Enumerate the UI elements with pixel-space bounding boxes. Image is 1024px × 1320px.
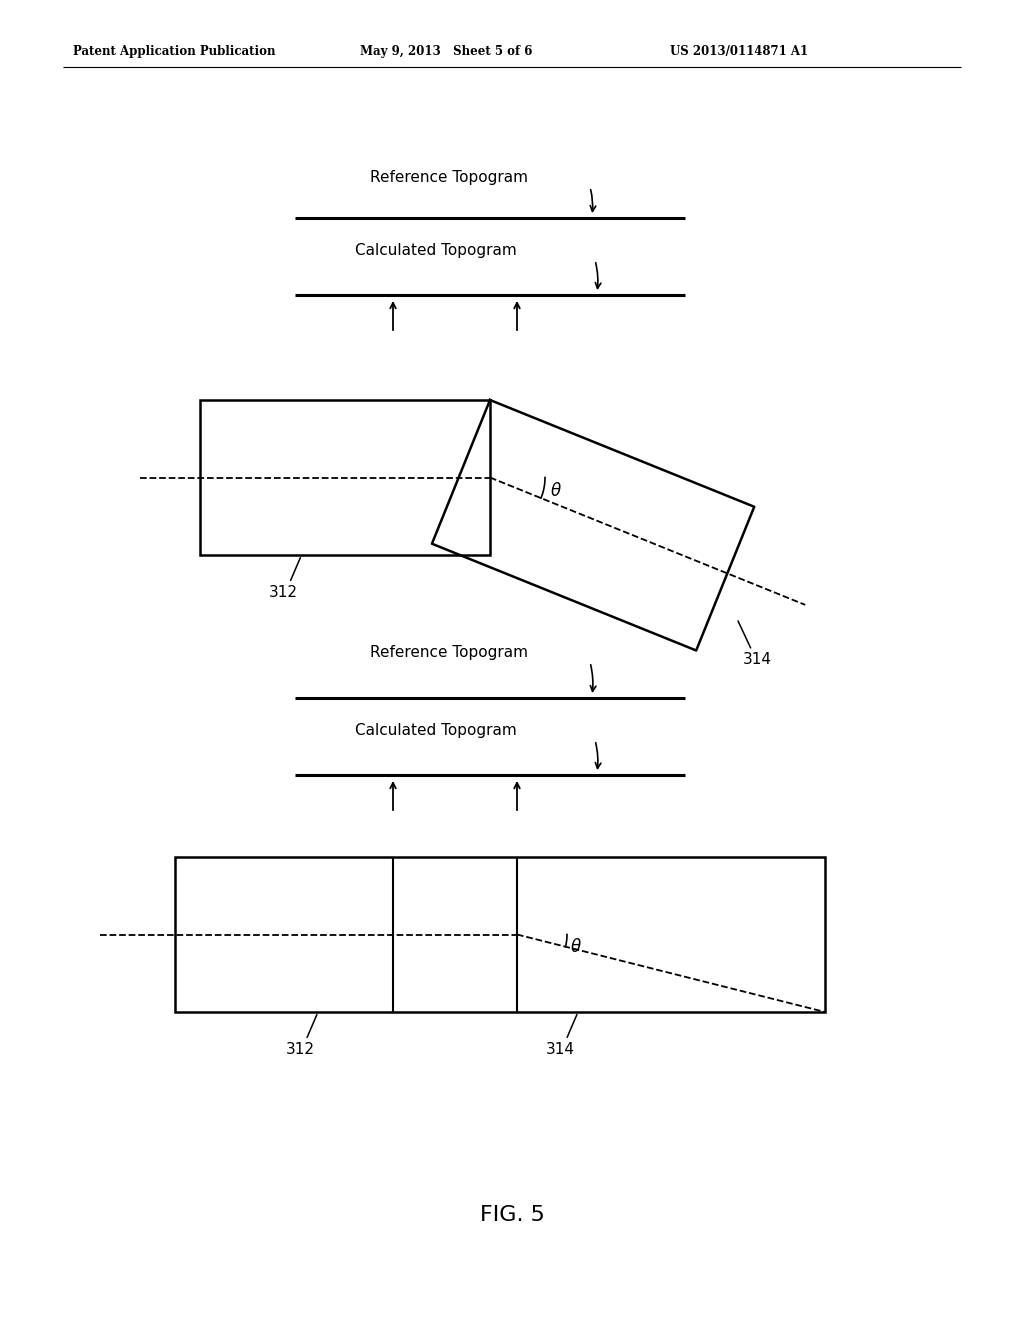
Text: FIG. 5: FIG. 5 xyxy=(479,1205,545,1225)
Text: US 2013/0114871 A1: US 2013/0114871 A1 xyxy=(670,45,808,58)
Bar xyxy=(200,400,490,554)
Text: Reference Topogram: Reference Topogram xyxy=(370,645,528,660)
Bar xyxy=(175,857,825,1012)
Text: May 9, 2013   Sheet 5 of 6: May 9, 2013 Sheet 5 of 6 xyxy=(360,45,532,58)
Text: θ: θ xyxy=(551,483,561,500)
Text: Patent Application Publication: Patent Application Publication xyxy=(73,45,275,58)
Text: Calculated Topogram: Calculated Topogram xyxy=(355,723,517,738)
Text: 312: 312 xyxy=(286,1041,314,1057)
Text: 314: 314 xyxy=(546,1041,574,1057)
Text: θ: θ xyxy=(571,937,582,956)
Text: Calculated Topogram: Calculated Topogram xyxy=(355,243,517,257)
Text: Reference Topogram: Reference Topogram xyxy=(370,170,528,185)
Text: 314: 314 xyxy=(742,652,771,668)
Text: 312: 312 xyxy=(269,585,298,601)
